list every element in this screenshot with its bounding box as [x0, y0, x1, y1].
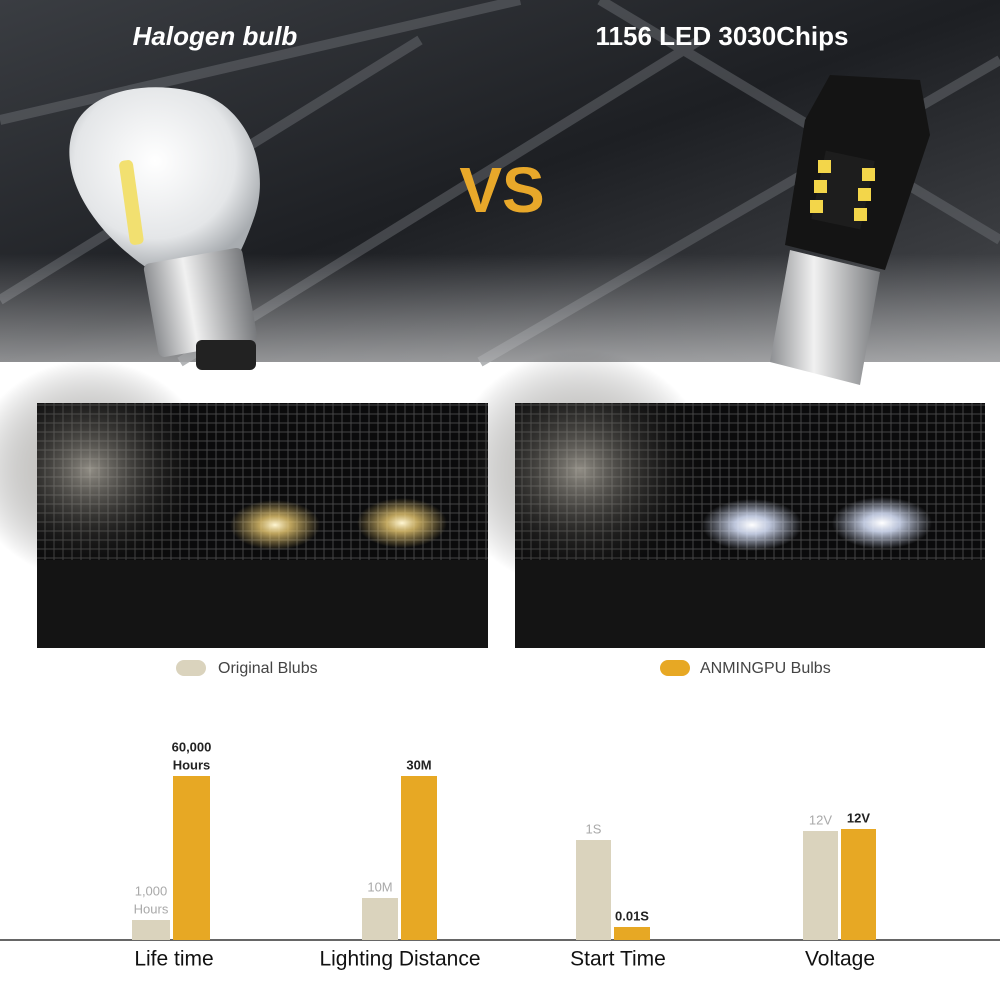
- legend-swatch-anmingpu: [660, 660, 690, 676]
- left-title: Halogen bulb: [133, 21, 298, 51]
- legend-anmingpu: ANMINGPU Bulbs: [700, 660, 831, 677]
- label-anmingpu: 60,000: [172, 739, 212, 754]
- bar-original: [362, 898, 398, 940]
- legend-swatch-original: [176, 660, 206, 676]
- label-original: 1,000: [135, 883, 168, 898]
- bar-original: [576, 840, 611, 940]
- bar-anmingpu: [401, 776, 437, 940]
- category-label: Life time: [134, 948, 213, 971]
- bar-original: [803, 831, 838, 940]
- photo-original: [0, 360, 488, 648]
- led-bulb: [770, 75, 930, 385]
- legend-original: Original Blubs: [218, 660, 318, 677]
- label-anmingpu: 30M: [406, 757, 431, 772]
- category-label: Lighting Distance: [319, 948, 480, 971]
- label-original: Hours: [134, 901, 169, 916]
- category-label: Start Time: [570, 948, 666, 971]
- label-original: 10M: [367, 879, 392, 894]
- category-label: Voltage: [805, 948, 875, 971]
- label-anmingpu: 0.01S: [615, 908, 649, 923]
- label-anmingpu: 12V: [847, 810, 870, 825]
- photo-anmingpu: [450, 350, 985, 648]
- bar-original: [132, 920, 170, 940]
- bar-anmingpu: [841, 829, 876, 940]
- bar-anmingpu: [173, 776, 210, 940]
- label-anmingpu: Hours: [173, 757, 211, 772]
- vs-text: VS: [459, 154, 544, 226]
- bar-anmingpu: [614, 927, 650, 940]
- label-original: 1S: [586, 821, 602, 836]
- halogen-bulb: [69, 87, 260, 370]
- right-title: 1156 LED 3030Chips: [596, 21, 849, 51]
- label-original: 12V: [809, 812, 832, 827]
